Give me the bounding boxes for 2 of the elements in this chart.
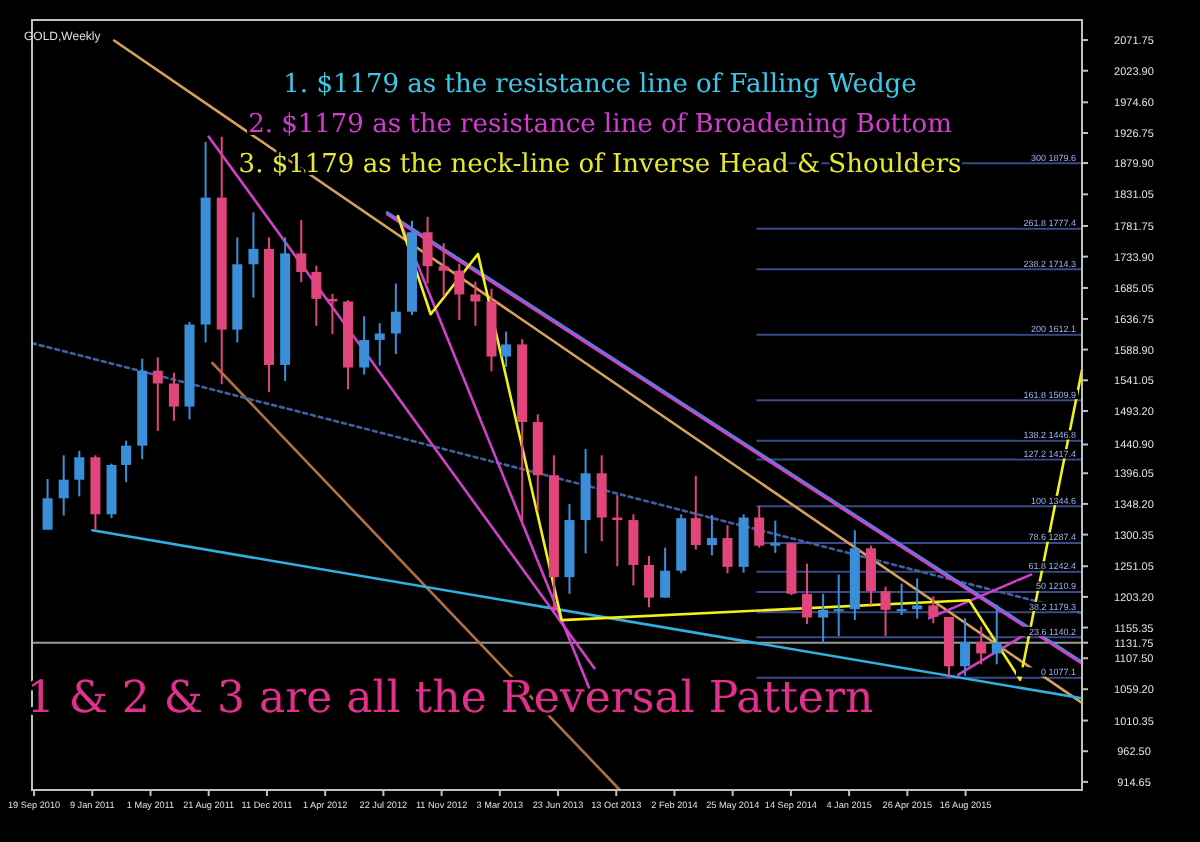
annotation: 2. $1179 as the resistance line of Broadening Bottom: [248, 110, 952, 140]
annotation: 1. $1179 as the resistance line of Falling Wedge: [283, 70, 918, 100]
